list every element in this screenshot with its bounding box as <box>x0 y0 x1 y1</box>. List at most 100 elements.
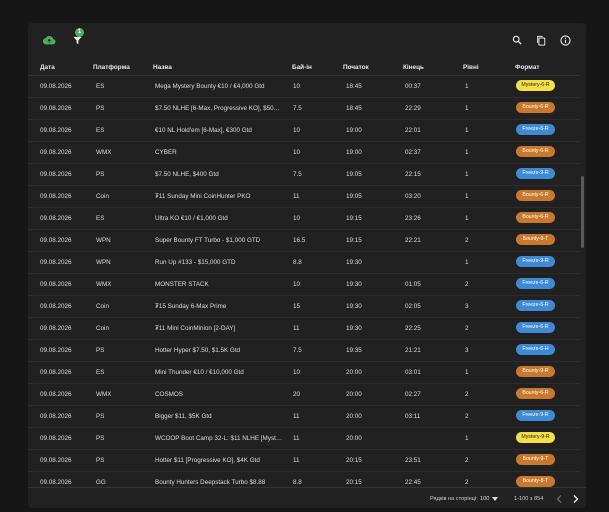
column-header-name[interactable]: Назва <box>153 64 172 71</box>
column-header-format[interactable]: Формат <box>515 64 540 71</box>
format-badge: Freeze-6-R <box>516 322 555 333</box>
cell-date: 09.08.2026 <box>40 259 72 266</box>
column-header-buyin[interactable]: Бай-ін <box>292 64 312 71</box>
table-row[interactable]: 09.08.2026 Coin ₮11 Sunday Mini CoinHunter… <box>28 185 580 208</box>
cell-levels: 2 <box>465 281 469 288</box>
cell-date: 09.08.2026 <box>40 435 72 442</box>
cell-name: €10 NL Hold'em [6-Max], €300 Gtd <box>155 127 252 134</box>
tournament-table-panel: 1 Дата Платформа Назва Бай-ін Початок Кі… <box>28 23 586 508</box>
cell-platform: WMX <box>96 391 112 398</box>
cell-levels: 1 <box>465 171 469 178</box>
copy-icon[interactable] <box>534 33 548 47</box>
table-row[interactable]: 09.08.2026 PS $7.50 NLHE, $400 Gtd 7.5 19:05… <box>28 163 580 186</box>
cell-platform: Coin <box>96 303 109 310</box>
scrollbar-thumb[interactable] <box>581 176 584 248</box>
cell-date: 09.08.2026 <box>40 215 72 222</box>
table-body: 09.08.2026 ES Mega Mystery Bounty €10 / €4… <box>28 75 580 487</box>
cell-levels: 2 <box>465 325 469 332</box>
cell-levels: 1 <box>465 215 469 222</box>
cell-buyin: 11 <box>293 457 300 464</box>
cell-end: 02:27 <box>405 391 421 398</box>
cell-start: 19:05 <box>346 171 362 178</box>
cell-date: 09.08.2026 <box>40 303 72 310</box>
cell-start: 19:15 <box>346 215 362 222</box>
cell-date: 09.08.2026 <box>40 193 72 200</box>
cell-name: Bigger $11, $5K Gtd <box>155 413 212 420</box>
cell-start: 20:00 <box>346 369 362 376</box>
cell-buyin: 10 <box>293 149 301 156</box>
cell-buyin: 11 <box>293 325 300 332</box>
cell-buyin: 11 <box>293 413 300 420</box>
format-badge: Bounty-9-T <box>516 454 555 465</box>
cell-start: 20:00 <box>346 435 362 442</box>
table-row[interactable]: 09.08.2026 WPN Super Bounty FT Turbo - $1,… <box>28 229 580 252</box>
table-row[interactable]: 09.08.2026 PS WCOOP Boot Camp 32-L: $11 NL… <box>28 427 580 450</box>
cloud-sync-icon[interactable] <box>42 33 56 47</box>
table-row[interactable]: 09.08.2026 PS $7.50 NLHE [6-Max, Progressi… <box>28 97 580 120</box>
cell-levels: 3 <box>465 347 469 354</box>
cell-end: 03:11 <box>405 413 421 420</box>
rows-per-page-label: Рядків на сторінці: <box>430 496 478 502</box>
table-row[interactable]: 09.08.2026 PS Hotter Hyper $7.50, $1.5K Gt… <box>28 339 580 362</box>
column-header-end[interactable]: Кінець <box>403 64 424 71</box>
rows-per-page-select[interactable]: 100 <box>480 494 499 504</box>
column-header-date[interactable]: Дата <box>40 64 55 71</box>
cell-levels: 1 <box>465 149 469 156</box>
table-row[interactable]: 09.08.2026 WPN Run Up #133 - $15,000 GTD 8.… <box>28 251 580 274</box>
previous-page-button[interactable] <box>554 494 564 504</box>
cell-name: ₮15 Sunday 6-Max Prime <box>155 303 227 310</box>
cell-name: Hotter Hyper $7.50, $1.5K Gtd <box>155 347 241 354</box>
cell-end: 22:45 <box>405 479 421 486</box>
vertical-scrollbar[interactable] <box>580 57 586 489</box>
cell-buyin: 10 <box>293 127 301 134</box>
column-header-levels[interactable]: Рівні <box>463 64 479 71</box>
table-row[interactable]: 09.08.2026 PS Bigger $11, $5K Gtd 11 20:00 03… <box>28 405 580 428</box>
table-row[interactable]: 09.08.2026 WMX CYBER 10 19:00 02:37 1 Bounty-6-… <box>28 141 580 164</box>
cell-buyin: 11 <box>293 193 300 200</box>
next-page-button[interactable] <box>571 494 581 504</box>
column-header-platform[interactable]: Платформа <box>93 64 130 71</box>
table-row[interactable]: 09.08.2026 Coin ₮15 Sunday 6-Max Prime 15 19… <box>28 295 580 318</box>
table-row[interactable]: 09.08.2026 ES Mega Mystery Bounty €10 / €4… <box>28 75 580 98</box>
cell-start: 18:45 <box>346 105 362 112</box>
cell-name: Super Bounty FT Turbo - $1,000 GTD <box>155 237 261 244</box>
cell-platform: Coin <box>96 193 109 200</box>
cell-start: 20:15 <box>346 479 362 486</box>
cell-name: Mega Mystery Bounty €10 / €4,000 Gtd <box>155 83 265 90</box>
cell-platform: GG <box>96 479 106 486</box>
cell-levels: 1 <box>465 105 469 112</box>
filter-icon[interactable]: 1 <box>70 28 84 47</box>
table-row[interactable]: 09.08.2026 WMX COSMOS 20 20:00 02:27 2 Bounty-6… <box>28 383 580 406</box>
cell-levels: 3 <box>465 303 469 310</box>
cell-platform: ES <box>96 215 105 222</box>
cell-buyin: 10 <box>293 83 301 90</box>
format-badge: Freeze-9-R <box>516 168 555 179</box>
search-icon[interactable] <box>510 33 524 47</box>
rows-per-page-value: 100 <box>480 496 490 502</box>
cell-date: 09.08.2026 <box>40 105 72 112</box>
cell-start: 18:45 <box>346 83 362 90</box>
cell-start: 19:30 <box>346 281 362 288</box>
format-badge: Bounty-9-T <box>516 234 555 245</box>
table-row[interactable]: 09.08.2026 GG Bounty Hunters Deepstack Tur… <box>28 471 580 487</box>
cell-end: 22:01 <box>405 127 421 134</box>
table-row[interactable]: 09.08.2026 ES Ultra KO €10 / €1,000 Gtd 10 1… <box>28 207 580 230</box>
chevron-left-icon <box>556 495 562 503</box>
cell-platform: PS <box>96 105 105 112</box>
cell-end: 22:15 <box>405 171 421 178</box>
cell-date: 09.08.2026 <box>40 237 72 244</box>
cell-name: Ultra KO €10 / €1,000 Gtd <box>155 215 228 222</box>
cell-end: 00:37 <box>405 83 421 90</box>
cell-start: 20:00 <box>346 413 362 420</box>
table-row[interactable]: 09.08.2026 PS Hotter $11 [Progressive KO],… <box>28 449 580 472</box>
table-row[interactable]: 09.08.2026 ES Mini Thunder €10 / €10,000 G… <box>28 361 580 384</box>
format-badge: Freeze-6-H <box>516 344 555 355</box>
column-header-start[interactable]: Початок <box>343 64 369 71</box>
cell-start: 19:00 <box>346 149 362 156</box>
table-row[interactable]: 09.08.2026 WMX MONSTER STACK 10 19:30 01:05 2 F… <box>28 273 580 296</box>
table-row[interactable]: 09.08.2026 Coin ₮11 Mini CoinMinion [2-DAY… <box>28 317 580 340</box>
info-icon[interactable] <box>558 33 572 47</box>
table-row[interactable]: 09.08.2026 ES €10 NL Hold'em [6-Max], €300… <box>28 119 580 142</box>
chevron-down-icon <box>492 497 499 501</box>
cell-name: Bounty Hunters Deepstack Turbo $8.88 <box>155 479 266 486</box>
